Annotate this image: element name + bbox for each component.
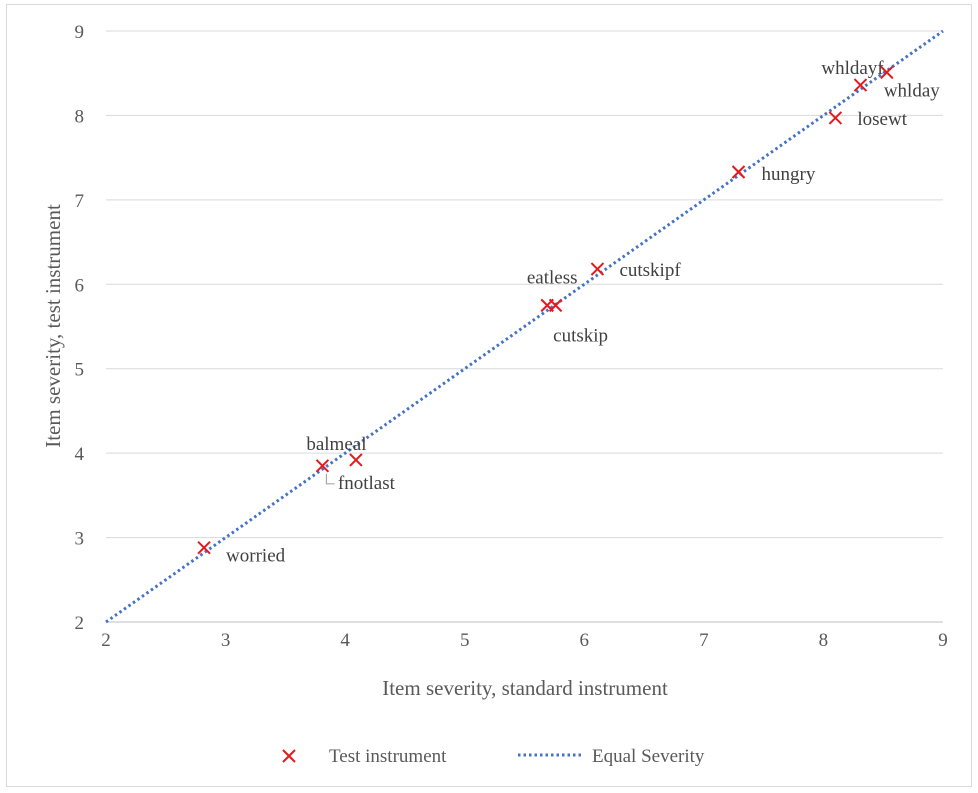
legend-x-icon [282, 749, 296, 763]
gridlines [106, 30, 943, 539]
label-hungry: hungry [762, 164, 816, 185]
label-worried: worried [226, 546, 286, 567]
x-tick-2: 2 [101, 630, 111, 651]
point-balmeal [315, 459, 330, 473]
legend-equal-severity-label: Equal Severity [592, 746, 705, 767]
x-tick-7: 7 [699, 630, 709, 651]
legend-test-instrument-marker [282, 749, 296, 763]
legend-test-instrument-label: Test instrument [329, 746, 447, 767]
x-tick-3: 3 [221, 630, 231, 651]
y-tick-9: 9 [75, 22, 85, 43]
label-fnotlast: fnotlast [338, 473, 396, 494]
point-cutskipf [590, 262, 605, 276]
point-fnotlast [349, 453, 363, 467]
label-whlday: whlday [884, 80, 940, 101]
label-eatless: eatless [527, 267, 578, 288]
point-losewt [828, 111, 843, 125]
label-balmeal: balmeal [306, 434, 366, 455]
x-tick-labels: 2 3 4 5 6 7 8 9 [101, 630, 948, 651]
y-tick-labels: 2 3 4 5 6 7 8 9 [75, 22, 85, 634]
point-cutskip [548, 298, 563, 313]
y-tick-3: 3 [75, 529, 85, 550]
point-labels: worried balmeal fnotlast eatless cutskip cuts… [226, 58, 940, 567]
x-tick-8: 8 [819, 630, 829, 651]
x-tick-4: 4 [340, 630, 350, 651]
x-axis-title: Item severity, standard instrument [382, 676, 668, 700]
label-cutskip: cutskip [553, 325, 608, 346]
y-tick-4: 4 [75, 444, 85, 465]
point-worried [197, 540, 211, 555]
y-axis-title: Item severity, test instrument [41, 204, 65, 448]
y-tick-2: 2 [75, 613, 85, 634]
equal-severity-line [105, 29, 944, 624]
label-losewt: losewt [857, 109, 907, 130]
x-tick-9: 9 [938, 630, 948, 651]
point-hungry [731, 165, 746, 179]
data-points [197, 65, 894, 555]
x-tick-5: 5 [460, 630, 470, 651]
y-tick-7: 7 [75, 191, 85, 212]
x-tick-6: 6 [580, 630, 590, 651]
point-whlday [880, 65, 894, 80]
chart-frame [6, 4, 972, 787]
point-whldayf [853, 78, 868, 92]
y-tick-5: 5 [75, 360, 85, 381]
fnotlast-leader-line [325, 473, 335, 485]
y-tick-8: 8 [75, 106, 85, 127]
label-cutskipf: cutskipf [619, 260, 681, 281]
label-whldayf: whldayf [821, 58, 884, 79]
legend: Test instrument Equal Severity [282, 746, 705, 767]
y-tick-6: 6 [75, 275, 85, 296]
